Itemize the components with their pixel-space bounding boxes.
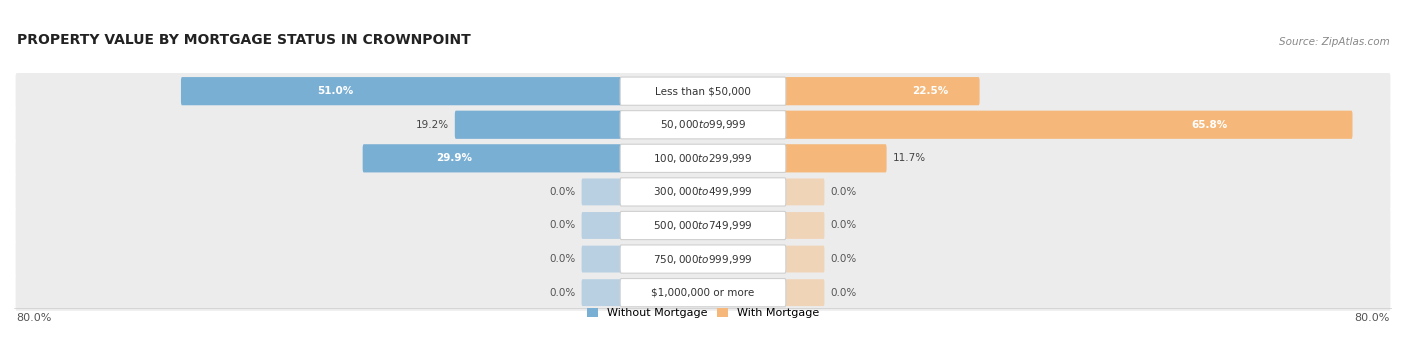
Text: 0.0%: 0.0% — [831, 187, 856, 197]
FancyBboxPatch shape — [454, 110, 623, 139]
FancyBboxPatch shape — [15, 274, 1391, 311]
FancyBboxPatch shape — [620, 211, 786, 240]
FancyBboxPatch shape — [15, 73, 1391, 109]
Text: 11.7%: 11.7% — [893, 153, 925, 163]
Text: 80.0%: 80.0% — [1354, 313, 1389, 323]
Text: $500,000 to $749,999: $500,000 to $749,999 — [654, 219, 752, 232]
FancyBboxPatch shape — [15, 107, 1391, 143]
FancyBboxPatch shape — [620, 110, 786, 139]
FancyBboxPatch shape — [785, 245, 824, 272]
FancyBboxPatch shape — [620, 245, 786, 273]
Text: Source: ZipAtlas.com: Source: ZipAtlas.com — [1278, 37, 1389, 47]
Text: $1,000,000 or more: $1,000,000 or more — [651, 288, 755, 298]
Text: 0.0%: 0.0% — [550, 288, 575, 298]
Text: 0.0%: 0.0% — [550, 187, 575, 197]
FancyBboxPatch shape — [785, 178, 824, 205]
FancyBboxPatch shape — [620, 77, 786, 105]
Text: 80.0%: 80.0% — [17, 313, 52, 323]
Text: 0.0%: 0.0% — [831, 288, 856, 298]
Text: 0.0%: 0.0% — [831, 254, 856, 264]
Text: 0.0%: 0.0% — [550, 221, 575, 231]
Text: $750,000 to $999,999: $750,000 to $999,999 — [654, 253, 752, 266]
FancyBboxPatch shape — [783, 77, 980, 105]
Text: 29.9%: 29.9% — [436, 153, 472, 163]
Text: 51.0%: 51.0% — [318, 86, 354, 96]
Text: $50,000 to $99,999: $50,000 to $99,999 — [659, 118, 747, 131]
FancyBboxPatch shape — [620, 178, 786, 206]
FancyBboxPatch shape — [582, 178, 621, 205]
FancyBboxPatch shape — [783, 110, 1353, 139]
FancyBboxPatch shape — [785, 212, 824, 239]
Text: 0.0%: 0.0% — [550, 254, 575, 264]
FancyBboxPatch shape — [363, 144, 623, 172]
FancyBboxPatch shape — [620, 278, 786, 307]
FancyBboxPatch shape — [582, 279, 621, 306]
FancyBboxPatch shape — [15, 241, 1391, 277]
FancyBboxPatch shape — [582, 245, 621, 272]
Text: 22.5%: 22.5% — [912, 86, 948, 96]
Text: $300,000 to $499,999: $300,000 to $499,999 — [654, 185, 752, 199]
FancyBboxPatch shape — [785, 279, 824, 306]
FancyBboxPatch shape — [15, 140, 1391, 176]
Text: 0.0%: 0.0% — [831, 221, 856, 231]
Text: 65.8%: 65.8% — [1192, 120, 1227, 130]
Text: $100,000 to $299,999: $100,000 to $299,999 — [654, 152, 752, 165]
FancyBboxPatch shape — [181, 77, 623, 105]
Text: Less than $50,000: Less than $50,000 — [655, 86, 751, 96]
FancyBboxPatch shape — [783, 144, 887, 172]
Text: PROPERTY VALUE BY MORTGAGE STATUS IN CROWNPOINT: PROPERTY VALUE BY MORTGAGE STATUS IN CRO… — [17, 33, 471, 47]
FancyBboxPatch shape — [15, 207, 1391, 244]
FancyBboxPatch shape — [15, 174, 1391, 210]
FancyBboxPatch shape — [582, 212, 621, 239]
Text: 19.2%: 19.2% — [416, 120, 449, 130]
Legend: Without Mortgage, With Mortgage: Without Mortgage, With Mortgage — [588, 308, 818, 318]
FancyBboxPatch shape — [620, 144, 786, 172]
